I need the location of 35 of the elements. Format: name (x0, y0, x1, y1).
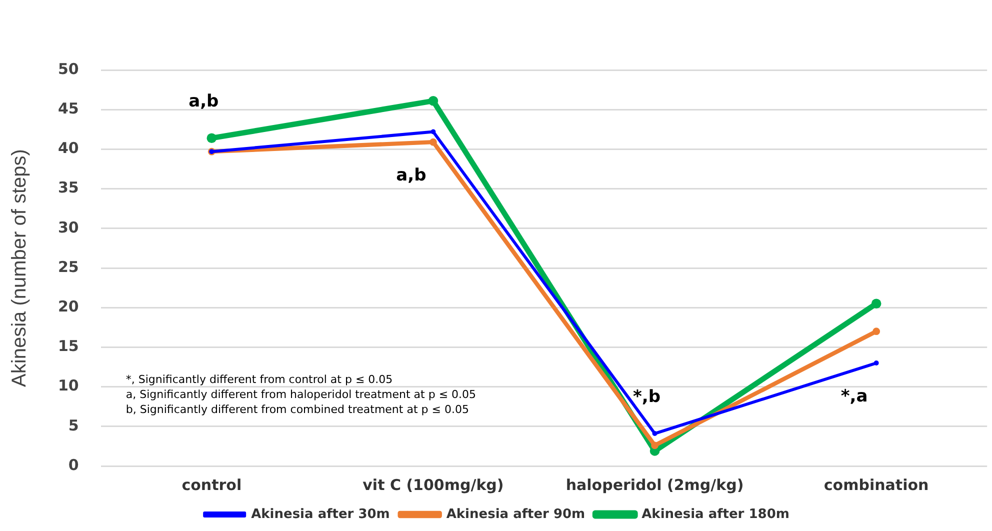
point (651, 442, 658, 450)
annotation: *,a (840, 386, 868, 406)
legend-label: Akinesia after 90m (446, 506, 586, 522)
annotation: *, Significantly different from control at p ≤ 0.05 (126, 372, 393, 386)
y-tick-label: 20 (58, 297, 79, 316)
y-tick-label: 5 (68, 416, 79, 434)
legend-label: Akinesia after 30m (251, 506, 390, 522)
point (652, 431, 658, 436)
y-tick-label: 40 (58, 139, 79, 158)
y-tick-label: 35 (58, 178, 79, 197)
annotation: a,b (396, 165, 426, 186)
x-tick-label: combination (824, 476, 929, 494)
point (430, 129, 436, 134)
point (872, 328, 880, 336)
point (206, 133, 217, 144)
y-tick-label: 10 (58, 376, 79, 395)
y-tick-label: 15 (58, 337, 79, 356)
legend-label: Akinesia after 180m (642, 506, 790, 522)
annotation: b, Significantly different from combined treatment at p ≤ 0.05 (126, 402, 469, 416)
y-tick-label: 25 (58, 258, 79, 276)
x-tick-label: vit C (100mg/kg) (362, 476, 504, 494)
y-axis-title: Akinesia (number of steps) (8, 149, 31, 387)
x-tick-label: control (182, 476, 242, 494)
point (871, 298, 882, 309)
y-tick-label: 50 (58, 60, 79, 78)
y-tick-label: 0 (68, 456, 79, 474)
y-tick-label: 30 (58, 218, 79, 236)
y-tick-label: 45 (58, 99, 79, 118)
annotation: *,b (633, 386, 661, 407)
x-tick-label: haloperidol (2mg/kg) (566, 476, 744, 494)
point (428, 96, 438, 106)
annotation: a,b (188, 92, 219, 112)
point (874, 360, 879, 366)
point (430, 138, 437, 146)
annotation: a, Significantly different from haloperidol treatment at p ≤ 0.05 (126, 388, 476, 401)
